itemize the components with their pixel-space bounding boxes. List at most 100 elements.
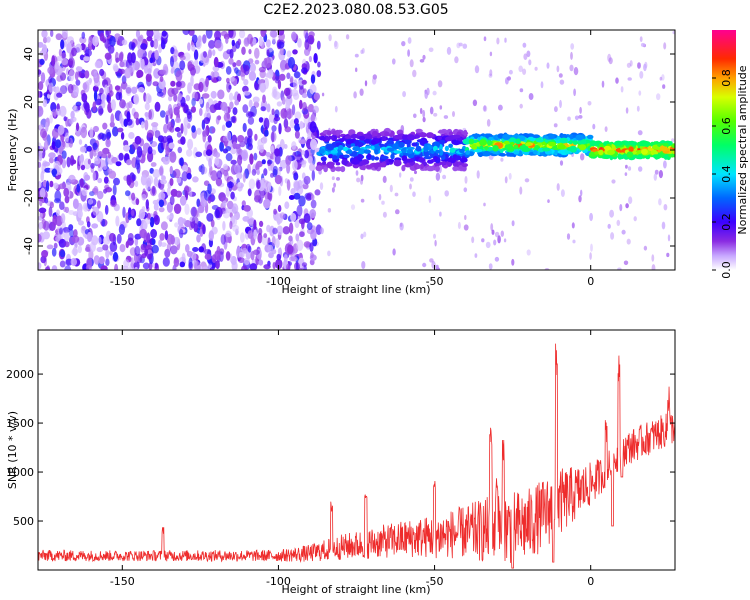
spectrogram-cell xyxy=(394,192,399,197)
spectrogram-cell xyxy=(409,177,414,182)
spectrogram-cell xyxy=(526,50,531,58)
spectrogram-cell xyxy=(131,192,136,201)
spectrogram-cell xyxy=(263,233,268,239)
spectrogram-cell xyxy=(282,226,290,235)
spectrogram-cell xyxy=(92,142,98,150)
spectrogram-cell xyxy=(572,239,576,244)
spectrogram-cell xyxy=(152,186,156,196)
spectrogram-cell xyxy=(173,257,180,268)
spectrogram-cell xyxy=(661,221,666,230)
spectrogram-cell xyxy=(452,134,461,139)
spectrogram-cell xyxy=(137,48,144,59)
spectrogram-cell xyxy=(81,225,86,231)
spectrogram-cell xyxy=(137,36,143,42)
spectrogram-cell xyxy=(519,186,523,195)
spectrogram-cell xyxy=(90,162,95,169)
spectrogram-cell xyxy=(274,148,281,157)
spectrogram-cell xyxy=(105,129,111,140)
spectrogram-cell xyxy=(566,233,571,240)
spectrogram-cell xyxy=(39,187,46,199)
spectrogram-cell xyxy=(287,244,294,255)
spectrogram-cell xyxy=(301,79,307,85)
spectrogram-cell xyxy=(651,254,655,262)
spectrogram-cell xyxy=(355,170,359,176)
spectrogram-cell xyxy=(381,135,387,141)
spectrogram-cell xyxy=(225,153,233,162)
spectrogram-cell xyxy=(89,191,95,197)
spectrogram-cell xyxy=(264,57,272,69)
spectrogram-cell xyxy=(50,30,54,37)
spectrogram-cell xyxy=(38,69,42,75)
snr-series-line xyxy=(38,343,675,569)
spectrogram-cell xyxy=(346,144,352,149)
spectrogram-cell xyxy=(407,134,416,141)
spectrogram-cell xyxy=(311,155,316,166)
spectrogram-cell xyxy=(492,145,499,152)
spectrogram-cell xyxy=(105,258,110,267)
spectrogram-cell xyxy=(237,135,245,143)
spectrogram-cell xyxy=(464,215,467,220)
spectrogram-cell xyxy=(279,212,286,219)
spectrogram-cell xyxy=(666,252,670,258)
spectrogram-cell xyxy=(73,85,79,97)
spectrogram-cell xyxy=(217,89,225,100)
spectrogram-cell xyxy=(152,81,159,87)
spectrogram-cell xyxy=(164,230,169,241)
spectrogram-cell xyxy=(70,257,78,267)
spectrogram-cell xyxy=(293,192,301,200)
spectrogram-cell xyxy=(116,233,122,244)
snr-y-label: SNR (10 * v/v) xyxy=(6,411,19,489)
spectrogram-cell xyxy=(169,165,173,175)
spectrogram-cell xyxy=(465,150,470,155)
spectrogram-cell xyxy=(130,257,134,269)
spectrogram-cell xyxy=(269,30,278,38)
spectrogram-cell xyxy=(101,99,106,109)
spectrogram-cell xyxy=(626,62,632,68)
spectrogram-cell xyxy=(350,143,356,147)
spectrogram-cell xyxy=(213,56,219,68)
spectrogram-cell xyxy=(327,163,334,169)
spectrogram-cell xyxy=(208,230,214,241)
spectrogram-cell xyxy=(274,75,280,84)
spectrogram-cell xyxy=(191,125,196,133)
spectrogram-cell xyxy=(257,79,261,85)
spectrogram-cell xyxy=(75,79,81,86)
spectrogram-cell xyxy=(105,30,112,36)
spectrogram-cell xyxy=(72,246,78,257)
spectrogram-cell xyxy=(352,150,358,158)
spectrogram-cell xyxy=(575,134,584,141)
spectrogram-cell xyxy=(483,202,486,207)
spectrogram-cell xyxy=(370,140,377,145)
colorbar-tick-label: 0.0 xyxy=(720,261,733,279)
spectrogram-cell xyxy=(608,57,613,65)
spectrogram-cell xyxy=(270,172,274,178)
spectrogram-cell xyxy=(556,183,560,191)
spectrogram-cell xyxy=(295,233,300,242)
spectrogram-cell xyxy=(109,83,113,93)
colorbar-gradient xyxy=(712,30,736,270)
spectrogram-cell xyxy=(228,30,234,38)
spectrogram-cell xyxy=(316,40,321,50)
spectrogram-cell xyxy=(515,138,521,145)
spectrogram-cell xyxy=(98,256,105,265)
spectrogram-cell xyxy=(310,251,314,259)
spectrogram-cell xyxy=(38,233,42,243)
spectrogram-cell xyxy=(557,150,564,154)
spectrogram-cell xyxy=(471,236,475,244)
spectrogram-cell xyxy=(154,49,159,60)
spectrogram-cell xyxy=(663,42,667,50)
spectrogram-cell xyxy=(249,62,256,73)
spectrogram-cell xyxy=(559,160,564,166)
spectrogram-cell xyxy=(56,108,62,116)
colorbar-ticks: 0.0 0.2 0.4 0.6 0.8 xyxy=(712,69,733,279)
spectrogram-cell xyxy=(142,262,150,270)
spectrogram-cell xyxy=(140,174,147,186)
spectrogram-cell xyxy=(49,114,53,124)
spectrogram-cell xyxy=(198,81,204,93)
spectrogram-cell xyxy=(452,111,455,117)
spectrogram-cell xyxy=(263,264,271,270)
spectrogram-cell xyxy=(602,154,611,159)
spectrogram-cell xyxy=(112,184,117,196)
spectrogram-cell xyxy=(48,152,56,159)
spectrogram-cell xyxy=(483,105,487,112)
